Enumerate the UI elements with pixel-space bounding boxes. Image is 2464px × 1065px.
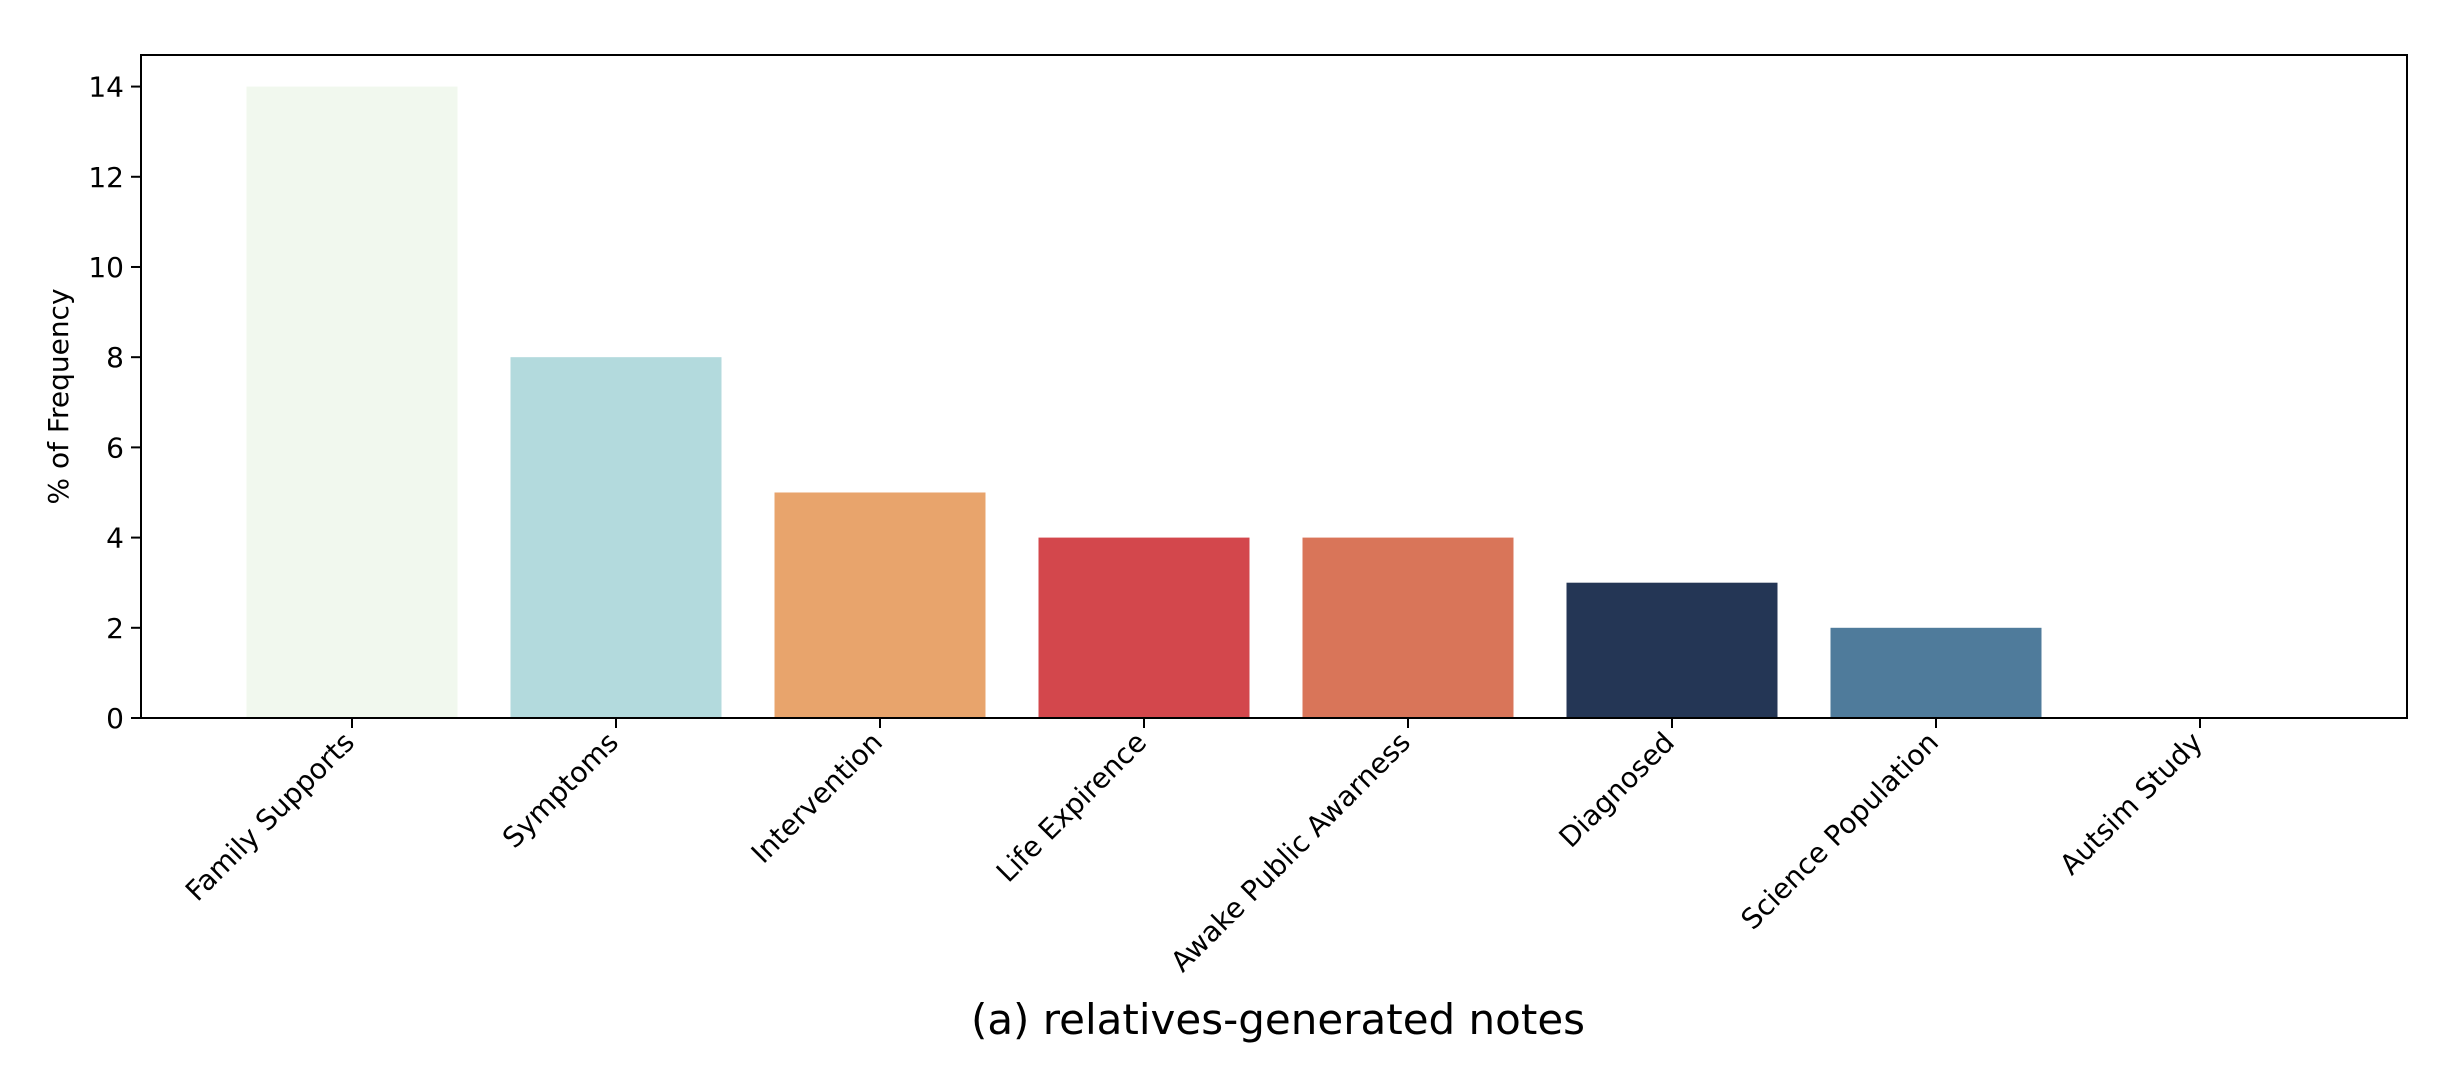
bar-awake-public-awarness xyxy=(1302,537,1514,718)
y-tick-label: 8 xyxy=(106,341,124,374)
y-axis: 0 2 4 6 8 10 12 14 xyxy=(88,71,141,735)
x-tick-label: Science Population xyxy=(1735,726,1945,936)
y-tick-label: 0 xyxy=(106,702,124,735)
chart-caption: (a) relatives-generated notes xyxy=(971,995,1585,1044)
x-tick-label: Diagnosed xyxy=(1552,726,1681,855)
bar-family-supports xyxy=(246,86,458,719)
bar-symptoms xyxy=(510,357,722,718)
y-tick-label: 2 xyxy=(106,612,124,645)
y-tick-label: 12 xyxy=(88,161,124,194)
y-axis-label: % of Frequency xyxy=(42,288,75,504)
x-tick-label: Intervention xyxy=(745,726,889,870)
x-axis: Family Supports Symptoms Intervention Life … xyxy=(179,718,2209,978)
y-tick-label: 4 xyxy=(106,522,124,555)
bar-life-expirence xyxy=(1038,537,1250,718)
x-tick-label: Awake Public Awarness xyxy=(1164,726,1417,979)
x-tick-label: Symptoms xyxy=(496,726,625,855)
bar-diagnosed xyxy=(1566,582,1778,718)
y-tick-label: 14 xyxy=(88,71,124,104)
x-tick-label: Autsim Study xyxy=(2053,726,2209,882)
y-tick-label: 10 xyxy=(88,251,124,284)
plot-area-frame xyxy=(140,54,2408,719)
x-tick-label: Life Expirence xyxy=(990,726,1153,889)
x-tick-label: Family Supports xyxy=(179,726,361,908)
bar-science-population xyxy=(1830,627,2042,718)
bars-group xyxy=(246,86,2042,719)
bar-intervention xyxy=(774,492,986,718)
y-tick-label: 6 xyxy=(106,431,124,464)
